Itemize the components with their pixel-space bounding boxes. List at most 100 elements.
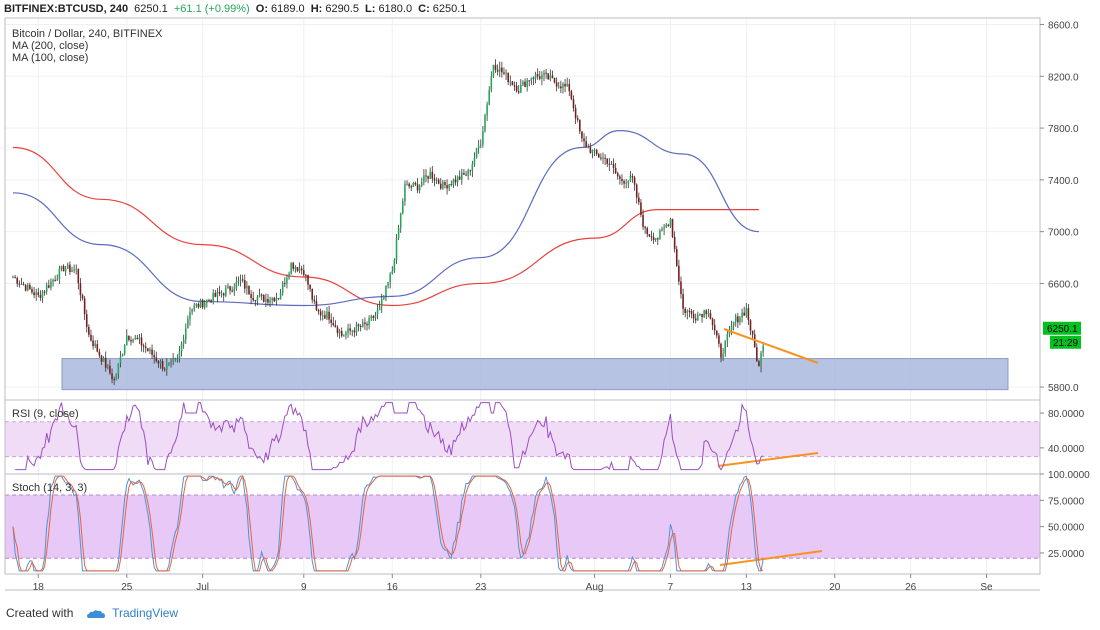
candle-up [420,182,423,186]
candle-up [370,316,373,319]
candle-down [756,347,758,362]
candle-up [707,313,710,315]
candle-down [589,146,592,153]
candle-down [151,349,153,356]
stoch-legend: Stoch (14, 3, 3) [12,482,88,494]
candle-down [229,286,231,291]
candle-down [631,176,634,178]
candle-down [62,266,65,272]
candle-down [416,184,419,191]
symbol-header: BITFINEX:BTCUSD, 240 6250.1 +61.1 (+0.99… [0,0,1100,18]
candle-down [553,77,556,83]
candle-down [570,91,573,100]
candle-down [48,285,50,288]
candle-up [212,293,214,303]
candle-down [300,268,303,271]
candle-up [461,172,463,180]
close-label: C: [418,3,430,15]
candle-down [454,179,457,183]
candle-down [231,290,233,292]
candle-down [155,357,158,362]
candle-down [14,277,16,279]
candle-down [652,237,655,241]
candle-down [208,299,210,301]
candle-up [258,294,261,297]
candle-down [307,275,309,285]
y-tick-label: 6600.0 [1048,279,1079,290]
candle-down [608,163,611,165]
candle-down [656,238,659,240]
candle-up [741,312,743,318]
candle-up [368,318,370,326]
candle-up [102,357,105,362]
candle-down [751,330,754,335]
candle-down [644,226,646,229]
candle-down [747,308,750,321]
candle-down [31,289,33,293]
candle-down [638,197,640,203]
candle-up [543,72,545,76]
rsi-legend: RSI (9, close) [12,408,79,420]
candle-down [262,295,265,302]
candle-down [673,236,676,250]
x-tick-label: 26 [905,582,917,593]
candle-down [463,172,465,175]
candle-down [671,219,674,237]
candle-down [90,334,92,341]
x-tick-label: 7 [668,582,674,593]
candle-down [334,325,337,328]
candle-down [720,343,722,358]
candle-up [530,77,533,81]
y-tick-label: 7400.0 [1048,176,1079,187]
candle-down [39,294,42,298]
candle-down [88,326,90,335]
candle-down [433,178,436,181]
candle-up [625,183,627,185]
candle-up [479,144,482,146]
candle-down [98,351,101,356]
candle-down [313,299,316,302]
tradingview-link[interactable]: TradingView [112,606,179,620]
candle-up [182,339,185,344]
candle-down [572,99,575,109]
candle-down [635,184,638,198]
candle-down [595,149,598,155]
candle-up [730,325,733,330]
candle-down [29,284,31,290]
candle-down [496,69,499,72]
footer: Created with TradingView [6,606,178,620]
candle-up [168,362,170,365]
price-change: +61.1 (+0.99%) [173,3,250,15]
candle-down [349,328,351,331]
y-tick-label: 25.0000 [1048,549,1085,560]
candle-down [267,299,269,303]
candle-up [418,185,421,191]
candle-up [216,291,219,297]
created-with-label: Created with [6,606,74,620]
candle-down [743,312,745,316]
y-tick-label: 50.0000 [1048,523,1085,534]
candle-up [391,271,394,274]
open-value: 6189.0 [271,3,305,15]
candle-up [191,309,193,312]
candle-up [345,332,347,336]
candle-up [41,291,44,298]
candle-down [616,173,619,177]
candle-down [96,344,99,352]
candle-down [359,326,362,328]
candle-down [465,174,467,176]
candle-up [697,314,699,321]
candle-down [538,76,541,79]
candle-down [24,285,27,291]
candle-up [557,86,560,88]
y-tick-label: 75.0000 [1048,496,1085,507]
candle-up [429,171,432,179]
candle-down [507,72,509,83]
candle-down [737,316,739,323]
candle-down [37,292,40,295]
candle-down [157,361,160,364]
candle-up [404,184,406,202]
candle-up [125,335,128,346]
candle-down [328,311,330,320]
